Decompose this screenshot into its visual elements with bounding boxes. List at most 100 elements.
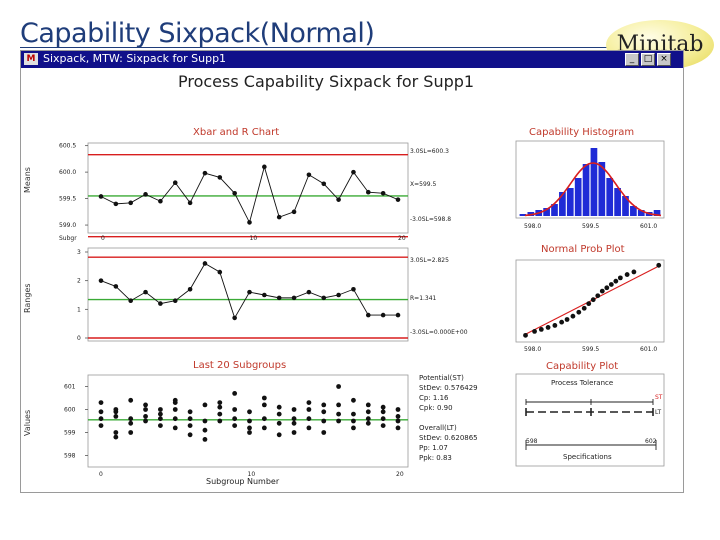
last20-point bbox=[351, 397, 356, 403]
histogram-frame bbox=[515, 140, 665, 219]
last20-point bbox=[351, 411, 356, 417]
xbar-x-tick-label: 0 bbox=[101, 235, 105, 242]
xbar-ucl-label: 3.0SL=600.3 bbox=[410, 148, 449, 155]
xbar-point bbox=[202, 170, 208, 176]
capability-plot-frame bbox=[515, 373, 665, 467]
last20-y-tick-label: 598 bbox=[64, 453, 76, 460]
normal-prob-point bbox=[617, 275, 623, 281]
last20-point bbox=[261, 395, 267, 401]
last20-point bbox=[395, 407, 401, 412]
last20-point bbox=[158, 416, 163, 422]
last20-point bbox=[217, 418, 223, 424]
xbar-point bbox=[262, 164, 267, 170]
normal-prob-point bbox=[599, 288, 605, 294]
xbar-point bbox=[306, 172, 312, 178]
xbar-point bbox=[128, 200, 133, 206]
last20-point bbox=[380, 404, 386, 410]
xbar-frame bbox=[87, 142, 409, 234]
xbar-y-tick-label: 599.5 bbox=[59, 196, 76, 203]
normal-prob-point bbox=[590, 297, 596, 303]
r-point bbox=[98, 278, 104, 283]
r-y-tick-label: 0 bbox=[77, 335, 81, 342]
last20-point bbox=[306, 400, 312, 405]
histogram-x-tick-label: 599.5 bbox=[582, 223, 599, 230]
window-title: Sixpack, MTW: Sixpack for Supp1 bbox=[43, 52, 227, 65]
maximize-button[interactable]: □ bbox=[641, 53, 655, 66]
last20-point bbox=[128, 416, 134, 422]
xbar-point bbox=[380, 190, 386, 196]
r-point bbox=[262, 292, 267, 298]
xbar-point bbox=[143, 192, 148, 197]
minitab-graph-window: M Sixpack, MTW: Sixpack for Supp1 _ □ × … bbox=[20, 50, 684, 493]
last20-point bbox=[98, 409, 104, 415]
xbar-title: Xbar and R Chart bbox=[193, 127, 279, 138]
last20-point bbox=[187, 432, 193, 438]
xbar-point bbox=[291, 209, 297, 215]
last20-x-tick-label: 20 bbox=[396, 471, 404, 478]
histogram-bar bbox=[551, 204, 558, 216]
last20-frame bbox=[87, 374, 409, 468]
last20-point bbox=[276, 420, 282, 426]
last20-point bbox=[351, 418, 356, 424]
normal-prob-x-tick-label: 601.0 bbox=[640, 346, 657, 353]
spec-high-tick: 602 bbox=[645, 438, 657, 445]
histogram-x-tick-label: 598.0 bbox=[524, 223, 541, 230]
r-point bbox=[113, 284, 119, 289]
r-point bbox=[291, 295, 297, 301]
normal-prob-point bbox=[604, 285, 610, 291]
last20-point bbox=[143, 418, 148, 424]
lt-label: LT bbox=[655, 409, 662, 416]
r-point bbox=[247, 289, 252, 295]
xbar-point bbox=[247, 220, 252, 225]
r-point bbox=[128, 298, 133, 304]
r-point bbox=[202, 261, 208, 266]
window-titlebar[interactable]: M Sixpack, MTW: Sixpack for Supp1 _ □ × bbox=[21, 51, 683, 68]
histogram-bar bbox=[582, 164, 590, 216]
histogram-bar bbox=[606, 178, 614, 216]
st-label: ST bbox=[655, 394, 663, 401]
last20-point bbox=[365, 416, 371, 422]
histogram-bar bbox=[519, 214, 527, 216]
capability-stats: Potential(ST) StDev: 0.576429 Cp: 1.16 C… bbox=[419, 374, 478, 462]
minimize-button[interactable]: _ bbox=[625, 53, 639, 66]
last20-point bbox=[128, 430, 134, 435]
last20-point bbox=[187, 416, 193, 422]
r-point bbox=[321, 295, 327, 301]
histogram-bar bbox=[574, 178, 582, 216]
last20-point bbox=[202, 437, 208, 442]
last20-point bbox=[306, 407, 312, 412]
normal-prob-point bbox=[586, 301, 592, 307]
normal-prob-point bbox=[523, 332, 528, 338]
xbar-point bbox=[158, 198, 163, 204]
slide-title: Capability Sixpack(Normal) bbox=[20, 18, 375, 49]
normal-prob-point bbox=[570, 313, 576, 319]
r-y-tick-label: 3 bbox=[77, 249, 81, 256]
r-point bbox=[380, 312, 386, 318]
last20-point bbox=[187, 423, 193, 428]
normal-prob-point bbox=[538, 327, 544, 332]
r-center-label: R=1.341 bbox=[410, 295, 437, 302]
xbar-point bbox=[232, 190, 237, 196]
xbar-point bbox=[113, 201, 119, 207]
sixpack-chart: Process Capability Sixpack for Supp1 Xba… bbox=[23, 72, 665, 486]
r-point bbox=[306, 289, 312, 295]
last20-point bbox=[306, 416, 312, 422]
last20-point bbox=[261, 425, 267, 431]
last20-point bbox=[98, 400, 104, 405]
minitab-app-icon: M bbox=[24, 53, 38, 65]
last20-point bbox=[172, 407, 178, 412]
close-button[interactable]: × bbox=[657, 53, 671, 66]
st-interval bbox=[525, 399, 654, 405]
xbar-x-tick-label: Subgr bbox=[59, 235, 77, 242]
last20-point bbox=[276, 411, 282, 417]
r-lcl-label: -3.0SL=0.000E+00 bbox=[410, 329, 468, 336]
pp-value: Pp: 1.07 bbox=[419, 444, 448, 452]
xbar-point bbox=[276, 214, 282, 220]
normal-prob-point bbox=[613, 278, 619, 284]
histogram-bar bbox=[637, 210, 645, 216]
last20-point bbox=[232, 391, 238, 396]
xbar-point bbox=[366, 189, 371, 195]
r-point bbox=[172, 298, 178, 304]
histogram-bar bbox=[598, 162, 606, 216]
last20-point bbox=[172, 425, 178, 431]
